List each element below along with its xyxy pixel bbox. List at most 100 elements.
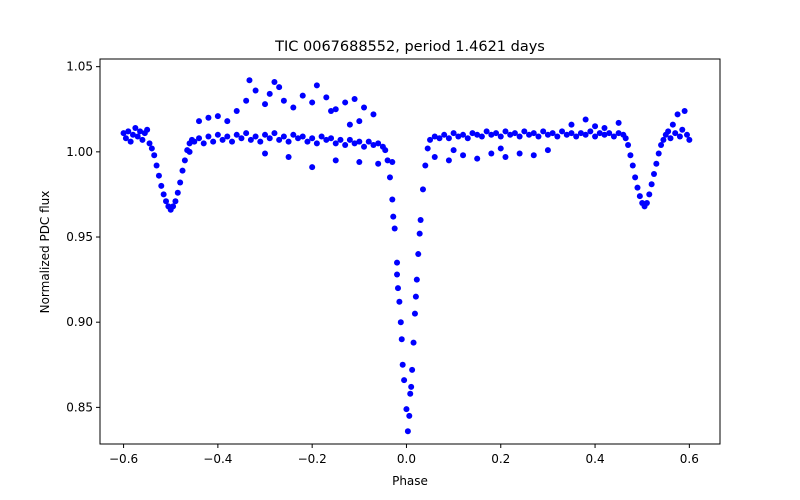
data-point [120,130,127,137]
data-point [252,87,259,94]
data-point [361,143,368,150]
data-point [280,97,287,104]
data-point [214,113,221,120]
plot-frame [99,58,721,445]
data-point [606,130,613,137]
data-point [323,94,330,101]
data-point [674,111,681,118]
data-point [411,310,418,317]
data-point [577,130,584,137]
data-point [516,150,523,157]
x-tick-label: 0.0 [397,452,416,466]
data-point [122,135,129,142]
data-point [627,152,634,159]
data-point [431,133,438,140]
data-point [125,128,132,135]
data-point [186,148,193,155]
data-point [672,130,679,137]
data-point [214,131,221,138]
data-point [474,155,481,162]
data-point [676,133,683,140]
data-point [592,123,599,130]
data-point [530,152,537,159]
data-point [419,186,426,193]
data-point [313,140,320,147]
data-point [488,131,495,138]
data-point [309,135,316,142]
data-point [632,174,639,181]
data-point [436,135,443,142]
scatter-points [120,77,693,435]
data-point [596,130,603,137]
axis-ticks: −0.6 −0.4 −0.2 0.0 0.2 0.4 0.6 0.85 0.90 0.95 1.00… [66,60,699,466]
data-point [535,133,542,140]
data-point [295,135,302,142]
data-point [384,157,391,164]
data-point [415,251,422,258]
data-point [257,138,264,145]
data-point [337,136,344,143]
data-point [667,135,674,142]
x-tick-label: −0.4 [203,452,232,466]
data-point [196,118,203,125]
data-point [681,107,688,114]
data-point [389,159,396,166]
data-point [544,147,551,154]
data-point [179,167,186,174]
data-point [679,126,686,133]
data-point [464,135,471,142]
x-tick-label: −0.6 [109,452,138,466]
data-point [469,130,476,137]
data-point [266,135,273,142]
data-point [658,142,665,149]
data-point [170,203,177,210]
data-point [361,104,368,111]
data-point [502,128,509,135]
data-point [554,133,561,140]
data-point [309,164,316,171]
data-point [146,140,153,147]
data-point [389,196,396,203]
data-point [328,107,335,114]
data-point [493,130,500,137]
data-point [563,131,570,138]
data-point [401,377,408,384]
data-point [410,339,417,346]
y-tick-label: 1.05 [66,60,93,74]
data-point [247,136,254,143]
data-point [351,96,358,103]
data-point [342,142,349,149]
data-point [397,319,404,326]
data-point [351,140,358,147]
y-axis-label: Normalized PDC flux [38,191,52,314]
data-point [483,128,490,135]
data-point [587,128,594,135]
data-point [650,170,657,177]
data-point [417,216,424,223]
data-point [406,412,413,419]
data-point [622,135,629,142]
data-point [424,145,431,152]
data-point [205,133,212,140]
data-point [653,160,660,167]
data-point [196,135,203,142]
data-point [370,111,377,118]
data-point [229,138,236,145]
data-point [346,121,353,128]
data-point [313,82,320,89]
data-point [148,145,155,152]
data-point [262,150,269,157]
data-point [280,133,287,140]
data-point [290,104,297,111]
data-point [210,138,217,145]
data-point [309,99,316,106]
data-point [153,162,160,169]
y-tick-label: 0.95 [66,230,93,244]
y-tick-label: 0.85 [66,400,93,414]
data-point [172,198,179,205]
y-tick-label: 1.00 [66,145,93,159]
data-point [646,191,653,198]
data-point [409,366,416,373]
data-point [132,124,139,131]
